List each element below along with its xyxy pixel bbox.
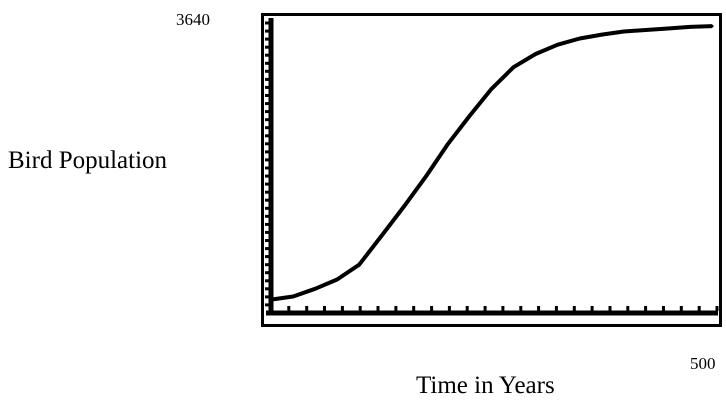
y-axis-tick [265,271,270,275]
y-axis-max-tick-label: 3640 [176,10,210,29]
y-axis-tick [265,102,270,106]
y-axis-tick [265,247,270,251]
y-axis-tick [265,239,270,242]
y-axis-tick [265,61,270,65]
x-axis-tick [590,306,594,311]
x-axis-tick [340,306,344,311]
data-point [490,87,493,91]
data-point [688,25,692,29]
data-point [512,65,515,69]
y-axis-tick [265,263,270,267]
data-point [666,27,670,30]
x-axis-tick [644,306,648,311]
x-axis-tick [679,306,683,311]
x-axis-tick [519,306,523,311]
y-axis-tick [265,142,270,146]
data-point [534,52,538,56]
plot-frame [261,13,722,327]
y-axis-tick [265,174,270,178]
y-axis-tick [265,279,270,283]
y-axis-tick [265,21,270,25]
x-axis-max-tick-label: 500 [690,354,716,373]
x-axis-tick [447,306,451,311]
y-axis-tick [265,53,270,57]
x-axis-label: Time in Years [416,372,555,399]
y-axis-tick [265,110,270,114]
axes [265,18,719,316]
y-axis-tick [265,37,270,41]
x-axis-tick [465,306,469,311]
data-point [291,295,295,298]
y-axis-tick [265,45,270,49]
y-axis-tick [265,77,270,81]
data-point [556,43,560,47]
y-axis-tick [265,166,270,170]
x-axis-tick [626,306,630,311]
y-axis-tick [265,222,270,226]
y-axis-tick [265,126,270,130]
x-axis-tick [394,306,398,311]
x-axis-tick [305,306,309,311]
y-axis-tick [265,94,270,97]
data-point [578,37,582,40]
x-axis-tick [376,306,380,311]
y-axis-tick [265,230,270,234]
x-axis-tick [501,306,505,311]
data-point [600,33,604,37]
y-axis-tick [265,150,270,154]
y-axis-tick [265,190,270,194]
y-axis-tick [265,134,270,138]
data-point [423,175,427,179]
data-point [269,298,273,302]
population-curve [269,24,714,302]
data-point [401,205,405,209]
x-axis-tick [662,306,665,311]
data-point [335,278,339,281]
y-axis-tick [265,182,270,186]
y-axis-tick [265,198,270,202]
y-axis-tick [265,295,270,299]
y-axis-tick [265,69,270,73]
x-axis-tick [554,306,558,311]
y-axis-tick [265,214,270,218]
y-axis-tick [265,287,270,291]
x-axis-tick [358,306,362,311]
data-point [710,24,714,28]
data-point [622,30,626,33]
data-point [445,143,449,147]
y-axis-tick [265,303,270,307]
series-line-0 [270,24,713,302]
y-axis-label: Bird Population [8,147,168,174]
x-axis-tick [697,306,701,311]
y-axis-tick [265,158,270,162]
x-axis-tick [483,306,487,311]
x-axis-tick [572,306,576,311]
x-axis-tick [608,306,612,311]
y-axis-tick [265,206,270,210]
y-axis-tick [265,118,270,122]
x-axis-tick [430,306,434,311]
x-axis-tick [287,306,291,311]
data-point [313,287,317,291]
data-point [468,114,471,118]
data-point [379,234,383,238]
data-point [644,28,648,32]
y-axis-tick [265,29,270,33]
x-axis-tick [537,306,541,311]
x-axis-tick [412,306,416,311]
data-point [357,263,361,267]
x-axis-tick [323,306,326,311]
y-axis-tick [265,85,270,89]
x-axis-tick [715,306,719,311]
y-axis-tick [265,255,270,259]
